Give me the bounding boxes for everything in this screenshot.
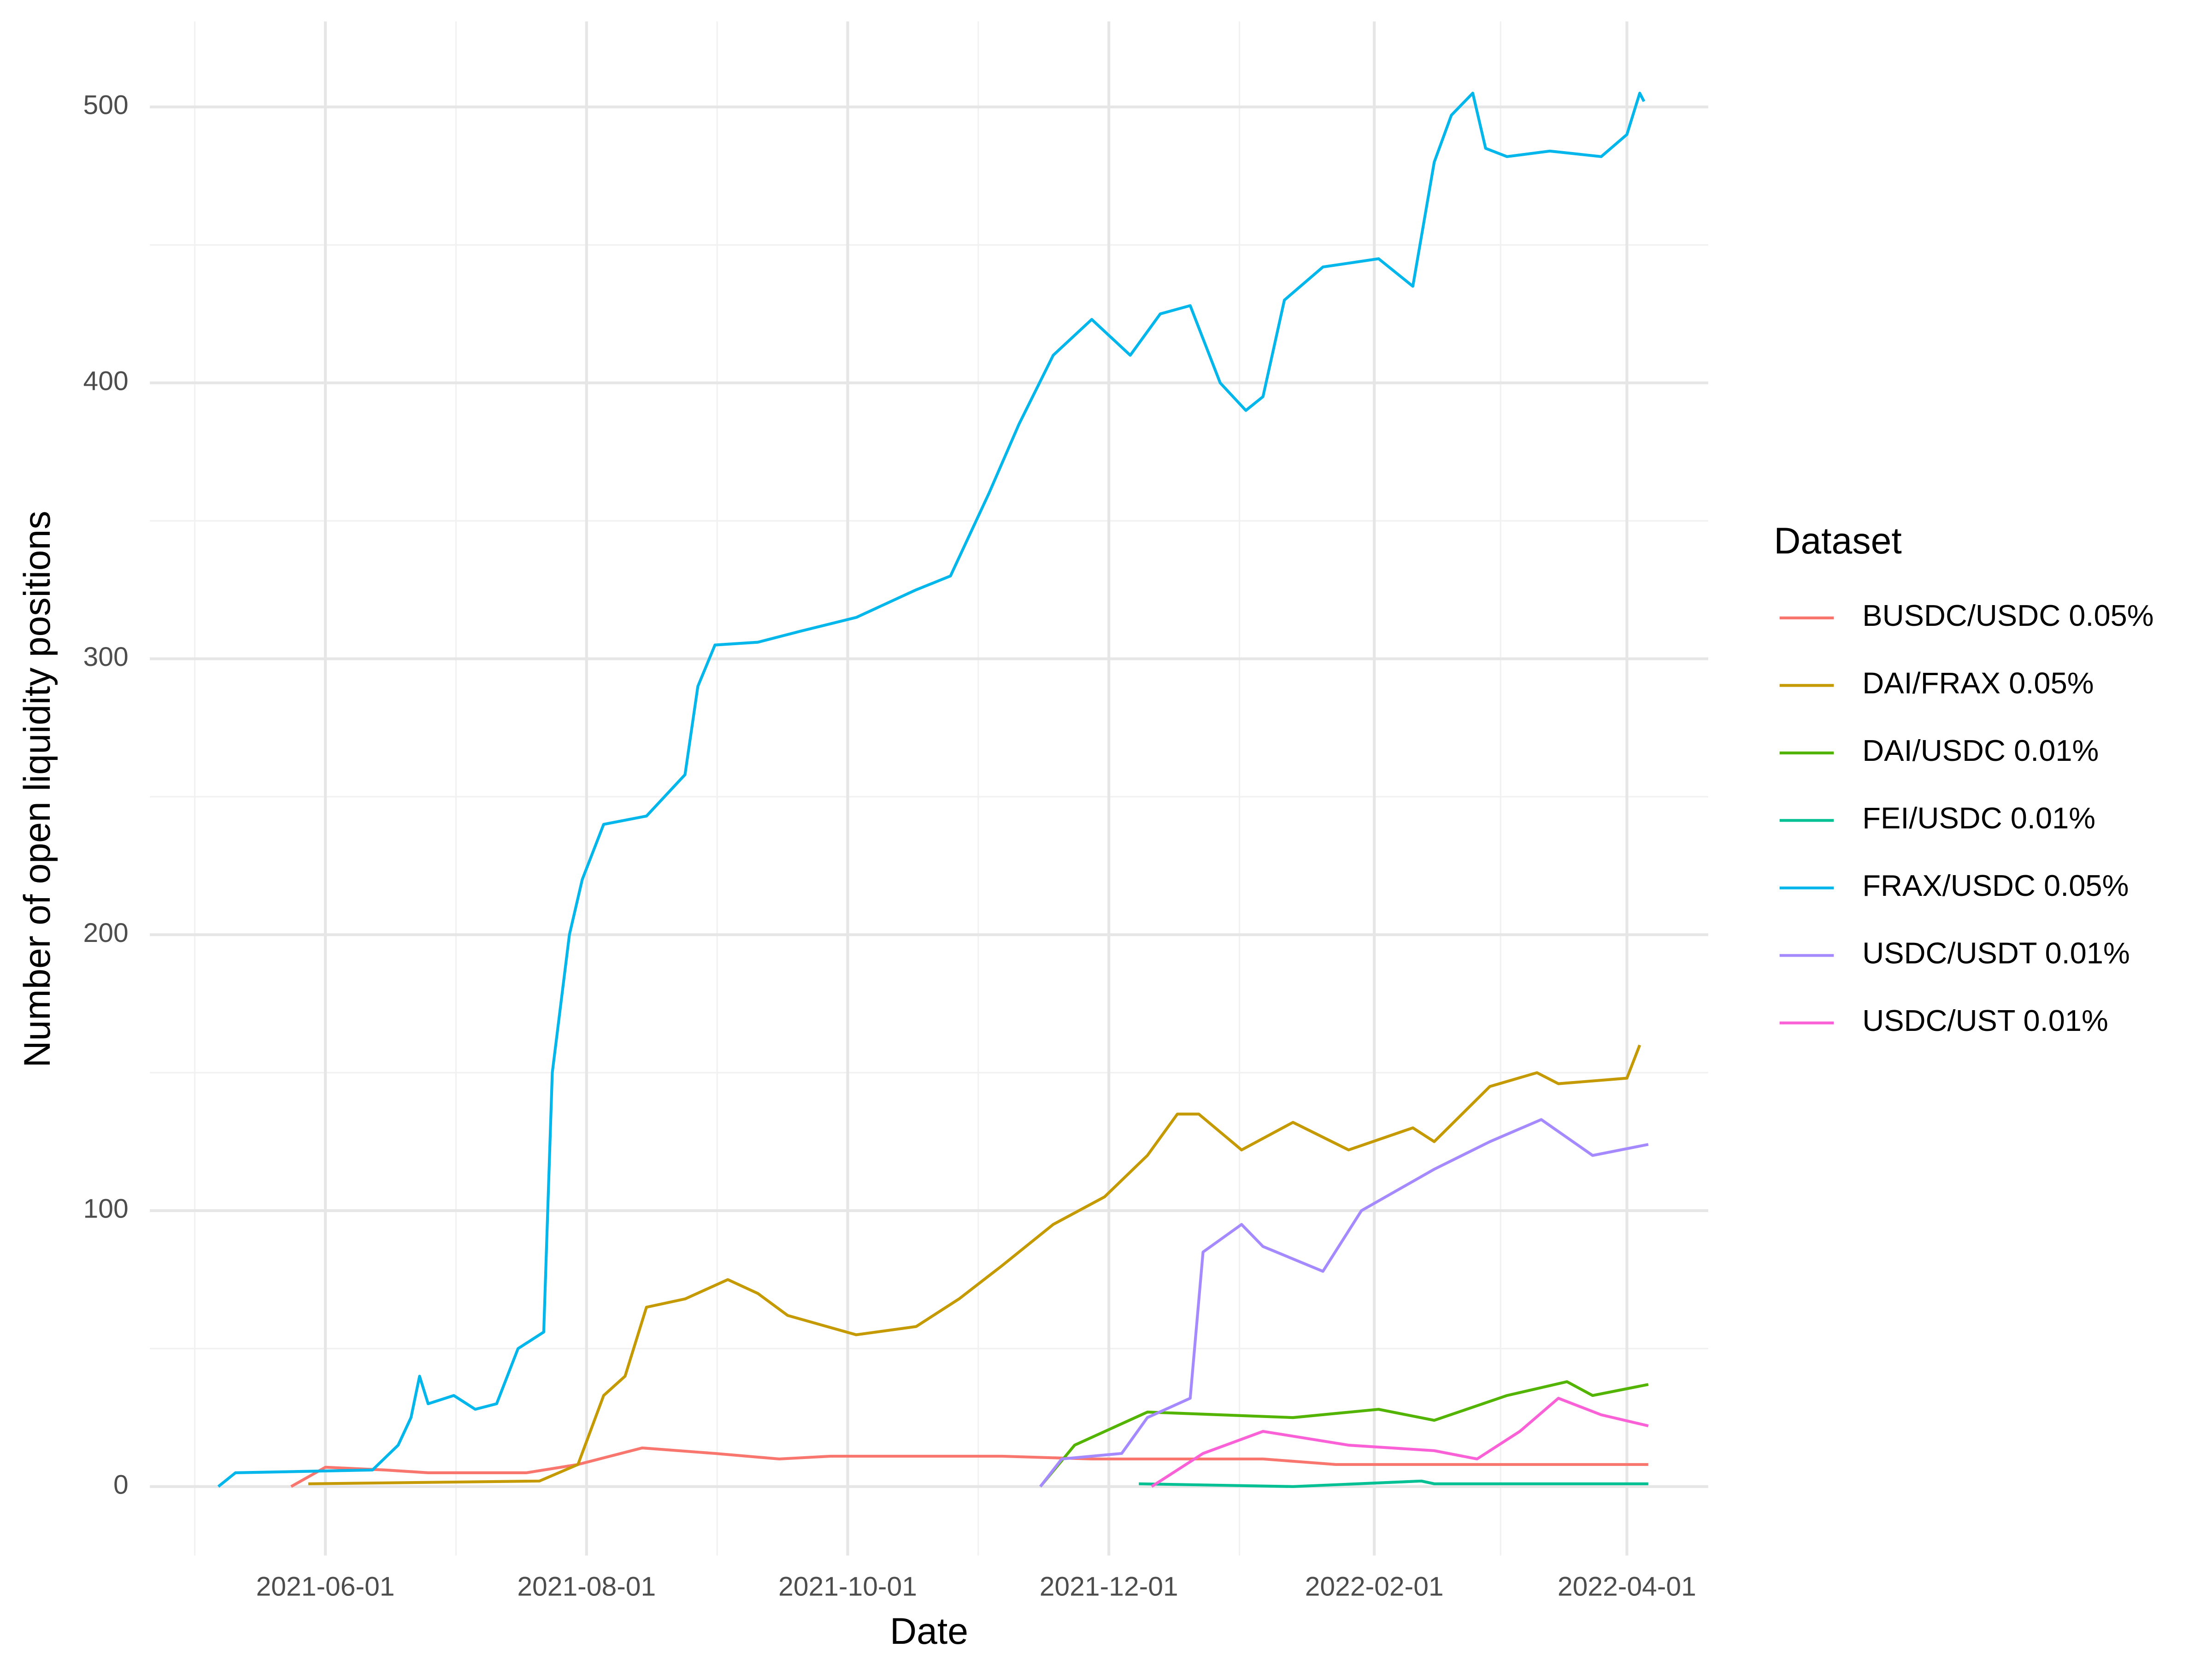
legend-label: USDC/USDT 0.01% [1862, 936, 2130, 970]
x-tick-label: 2021-06-01 [256, 1571, 395, 1601]
legend-label: BUSDC/USDC 0.05% [1862, 599, 2153, 632]
legend-label: USDC/UST 0.01% [1862, 1004, 2108, 1037]
y-axis-title: Number of open liquidity positions [17, 511, 58, 1067]
x-tick-label: 2021-08-01 [517, 1571, 656, 1601]
plot-lines [217, 92, 1649, 1488]
legend-label: DAI/FRAX 0.05% [1862, 666, 2094, 700]
series-line [308, 1044, 1641, 1485]
legend-label: FRAX/USDC 0.05% [1862, 869, 2129, 902]
x-tick-label: 2022-02-01 [1305, 1571, 1444, 1601]
y-tick-label: 0 [113, 1470, 129, 1500]
legend-label: DAI/USDC 0.01% [1862, 734, 2099, 767]
y-tick-label: 400 [83, 366, 129, 396]
x-tick-label: 2022-04-01 [1558, 1571, 1696, 1601]
x-tick-label: 2021-10-01 [778, 1571, 917, 1601]
series-line [1139, 1479, 1648, 1488]
y-tick-label: 100 [83, 1194, 129, 1224]
legend-title: Dataset [1774, 520, 1901, 562]
y-tick-label: 300 [83, 642, 129, 672]
y-tick-label: 500 [83, 90, 129, 120]
series-line [1039, 1118, 1649, 1488]
grid [150, 21, 1708, 1556]
legend-label: FEI/USDC 0.01% [1862, 801, 2095, 835]
series-line [1151, 1397, 1649, 1488]
x-tick-label: 2021-12-01 [1040, 1571, 1178, 1601]
legend: BUSDC/USDC 0.05% DAI/FRAX 0.05% DAI/USDC 0… [1779, 599, 2154, 1037]
series-line [290, 1446, 1648, 1488]
y-tick-label: 200 [83, 918, 129, 948]
series-line [217, 92, 1646, 1488]
x-axis-title: Date [890, 1611, 968, 1652]
series-line [1039, 1380, 1649, 1488]
